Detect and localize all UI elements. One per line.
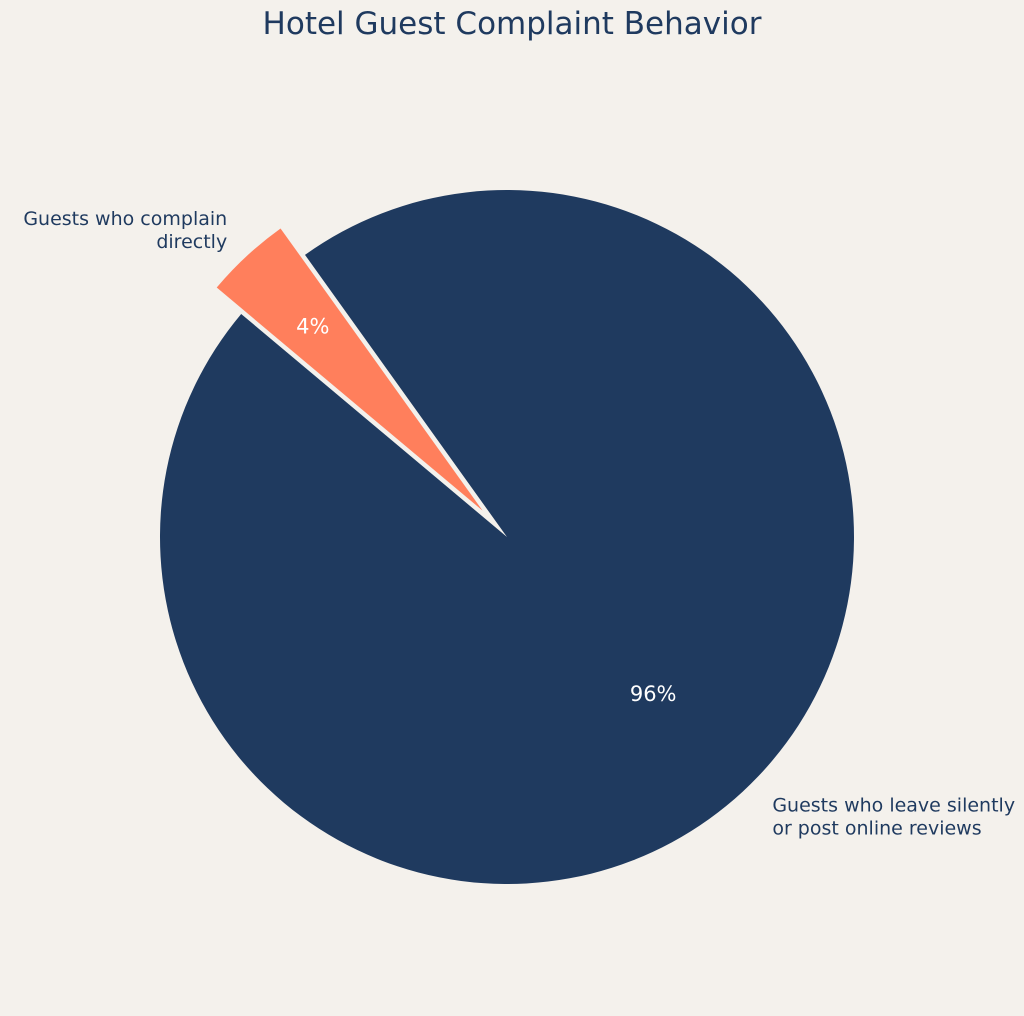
pie-slices [159, 190, 854, 885]
pie-outer-label-0: Guests who complain directly [23, 208, 227, 253]
chart-title: Hotel Guest Complaint Behavior [262, 6, 762, 42]
pie-outer-label-line: directly [156, 231, 227, 253]
pie-outer-label-1: Guests who leave silently or post online … [772, 795, 1015, 840]
pie-outer-label-line: or post online reviews [772, 818, 981, 840]
pie-labels: 4% Guests who complain directly 96% Guests w… [23, 208, 1015, 840]
pie-percent-label-0: 4% [296, 314, 329, 338]
pie-outer-label-line: Guests who leave silently [772, 795, 1015, 817]
pie-percent-label-1: 96% [630, 682, 677, 706]
pie-slice-1 [159, 190, 854, 885]
pie-slice-0 [216, 228, 483, 511]
pie-outer-label-line: Guests who complain [23, 208, 227, 230]
